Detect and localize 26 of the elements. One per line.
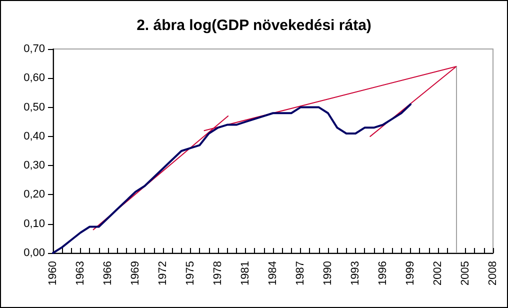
x-tick-label: 1987: [294, 261, 306, 286]
x-tick-label: 1969: [130, 261, 142, 286]
y-tick-label: 0,10: [24, 218, 45, 230]
y-tick-label: 0,70: [24, 43, 45, 55]
x-tick-label: 1984: [267, 261, 279, 286]
y-tick-label: 0,40: [24, 130, 45, 142]
y-tick-label: 0,60: [24, 72, 45, 84]
y-tick-label: 0,30: [24, 160, 45, 172]
x-tick-label: 1972: [157, 261, 169, 286]
x-tick-label: 1993: [350, 261, 362, 286]
x-tick-label: 2008: [487, 261, 499, 286]
x-tick-label: 1966: [102, 261, 114, 286]
x-tick-label: 1978: [212, 261, 224, 286]
x-tick-label: 1975: [184, 261, 196, 286]
y-tick-label: 0,00: [24, 247, 45, 259]
y-tick-label: 0,50: [24, 101, 45, 114]
x-tick-label: 1981: [240, 261, 252, 286]
x-tick-label: 2005: [460, 261, 472, 286]
chart-title: 2. ábra log(GDP növekedési ráta): [136, 17, 372, 34]
x-tick-label: 1963: [74, 261, 86, 286]
x-tick-label: 1996: [377, 261, 389, 286]
x-tick-label: 1999: [404, 261, 416, 286]
y-tick-label: 0,20: [24, 188, 45, 201]
x-tick-label: 1990: [322, 261, 334, 286]
x-tick-label: 1960: [47, 261, 59, 286]
x-tick-label: 2002: [432, 261, 444, 286]
